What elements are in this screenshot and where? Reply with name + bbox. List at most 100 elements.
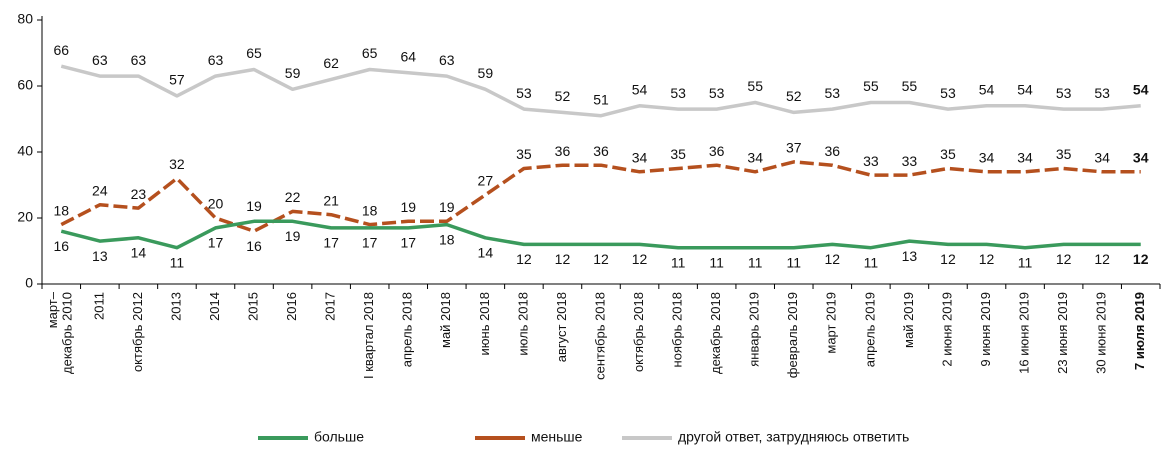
y-tick-label: 40 [17,143,33,159]
x-tick-label: январь 2019 [747,292,762,367]
value-label: 36 [593,143,609,159]
value-label: 34 [632,150,648,166]
x-tick-label: октябрь 2012 [130,292,145,372]
value-label: 19 [400,199,416,215]
value-label: 17 [400,235,416,251]
value-label: 51 [593,91,609,107]
value-label: 12 [632,251,648,267]
x-tick-label: август 2018 [554,292,569,362]
value-label: 24 [92,183,108,199]
value-label: 36 [825,143,841,159]
x-tick-label: апрель 2019 [862,292,877,367]
value-label: 63 [131,52,147,68]
value-label: 36 [555,143,571,159]
value-label: 53 [709,85,725,101]
value-label: 11 [671,254,686,270]
value-label: 62 [323,55,339,71]
value-label: 37 [786,140,802,156]
value-label: 11 [748,254,763,270]
value-label: 55 [902,78,918,94]
value-label: 52 [555,88,571,104]
x-tick-label: 9 июня 2019 [978,292,993,367]
value-label: 12 [979,251,995,267]
value-label: 21 [323,192,339,208]
y-tick-label: 0 [25,275,33,291]
x-tick-label: апрель 2018 [400,292,415,367]
value-label: 12 [940,251,956,267]
x-tick-label: июнь 2018 [477,292,492,356]
y-tick-label: 60 [17,77,33,93]
value-label: 34 [979,150,995,166]
x-tick-label: июль 2018 [515,292,530,356]
value-label: 35 [1056,146,1072,162]
value-label: 53 [516,85,532,101]
y-tick-label: 20 [17,209,33,225]
x-tick-label: 2011 [91,292,106,320]
value-label: 34 [1094,150,1110,166]
value-label: 65 [246,45,262,61]
value-label: 36 [709,143,725,159]
value-label: 17 [362,235,378,251]
value-label: 22 [285,189,301,205]
legend-label: другой ответ, затрудняюсь ответить [678,429,909,445]
value-label: 11 [1018,254,1033,270]
x-tick-label: 7 июля 2019 [1132,292,1147,370]
y-tick-label: 80 [17,11,33,27]
x-tick-label: 2013 [168,292,183,321]
series-line [60,64,1141,118]
value-label: 34 [747,150,763,166]
x-tick-label: май 2018 [438,292,453,348]
value-label: 12 [593,251,609,267]
value-label: 11 [864,254,879,270]
x-tick-label: октябрь 2018 [631,292,646,372]
value-label: 19 [285,228,301,244]
value-label: 54 [1133,82,1149,98]
value-label: 16 [53,238,69,254]
value-label: 12 [555,251,571,267]
x-tick-label: 30 июня 2019 [1094,292,1109,374]
value-label: 59 [285,65,301,81]
value-label: 52 [786,88,802,104]
value-label: 20 [208,196,224,212]
value-label: 34 [1017,150,1033,166]
value-label: 27 [478,173,494,189]
value-label: 13 [92,248,108,264]
value-label: 35 [670,146,686,162]
value-label: 66 [53,42,69,58]
value-label: 64 [400,49,416,65]
x-tick-label: 2015 [245,292,260,321]
value-label: 55 [863,78,879,94]
series-line [60,160,1141,233]
x-tick-label: 23 июня 2019 [1055,292,1070,374]
value-label: 19 [439,199,455,215]
value-label: 33 [902,153,918,169]
x-tick-label: март 2019 [824,292,839,354]
value-label: 18 [362,202,378,218]
legend-label: больше [314,429,364,445]
value-label: 23 [131,186,147,202]
x-tick-label: I квартал 2018 [361,292,376,379]
value-label: 11 [709,254,724,270]
x-tick-label: сентябрь 2018 [592,292,607,380]
value-label: 14 [131,245,147,261]
series-line [60,219,1141,250]
value-label: 12 [1133,251,1149,267]
value-label: 63 [208,52,224,68]
value-label: 35 [516,146,532,162]
x-tick-label: февраль 2019 [785,292,800,378]
value-label: 54 [1017,82,1033,98]
value-label: 12 [1094,251,1110,267]
value-label: 53 [1094,85,1110,101]
x-tick-label: 16 июня 2019 [1017,292,1032,374]
value-label: 35 [940,146,956,162]
legend-label: меньше [531,429,583,445]
value-label: 54 [979,82,995,98]
value-label: 33 [863,153,879,169]
value-label: 63 [92,52,108,68]
value-label: 55 [747,78,763,94]
value-label: 32 [169,156,185,172]
x-tick-label: май 2019 [901,292,916,348]
value-label: 65 [362,45,378,61]
value-label: 14 [478,245,494,261]
